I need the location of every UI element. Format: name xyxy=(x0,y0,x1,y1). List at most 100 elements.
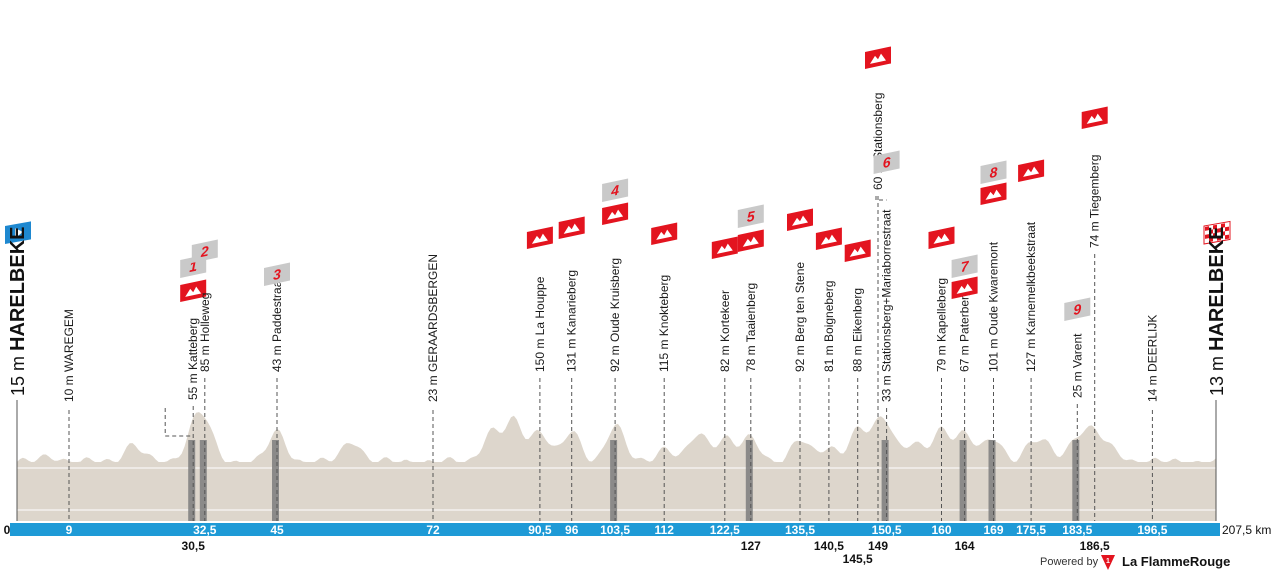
climb-label: 127 m Karnemelkbeekstraat xyxy=(1024,221,1038,372)
climb-label: 92 m Berg ten Stene xyxy=(793,262,807,372)
climb-icon xyxy=(815,227,842,250)
climb-label: 67 m Paterberg xyxy=(958,289,972,372)
km-marker-label: 164 xyxy=(955,539,975,553)
climb-label: 101 m Oude Kwaremont xyxy=(987,241,1001,372)
km-marker-label: 186,5 xyxy=(1080,539,1110,553)
finish-flag-icon xyxy=(1203,220,1231,245)
cobbled-sector-shade xyxy=(881,440,889,521)
cobble-sector-number: 4 xyxy=(610,182,619,200)
km-marker-label: 160 xyxy=(931,523,951,537)
cobble-sector-number: 7 xyxy=(961,257,970,275)
climb-label: 81 m Boigneberg xyxy=(822,281,836,372)
km-marker-label: 149 xyxy=(868,539,888,553)
climb-icon xyxy=(711,236,738,259)
km-marker-label: 135,5 xyxy=(785,523,815,537)
km-marker-label: 127 xyxy=(741,539,761,553)
start-flag-icon xyxy=(5,221,31,244)
climb-icon xyxy=(602,202,629,225)
km-label-start: 0 xyxy=(4,523,11,537)
cobble-sector-badge: 4 xyxy=(602,178,629,202)
cobble-sector-badge: 7 xyxy=(951,254,978,278)
climb-icon xyxy=(558,216,585,239)
km-marker-label: 90,5 xyxy=(528,523,552,537)
climb-icon xyxy=(651,222,678,245)
climb-label: 78 m Taaienberg xyxy=(744,283,758,372)
climb-label: 74 m Tiegemberg xyxy=(1088,155,1102,248)
cobble-sector-badge: 9 xyxy=(1064,297,1091,321)
cobble-sector-badge: 8 xyxy=(980,160,1007,184)
climb-icon xyxy=(844,239,871,262)
climb-icon xyxy=(951,276,978,299)
km-marker-label: 183,5 xyxy=(1062,523,1092,537)
climb-label: 92 m Oude Kruisberg xyxy=(608,258,622,372)
start-label: 15 m HARELBEKE xyxy=(7,227,29,396)
cobble-sector-number: 2 xyxy=(200,243,209,261)
climb-label: 150 m La Houppe xyxy=(533,276,547,372)
climb-label: 43 m Paddestraat xyxy=(270,277,284,372)
cobbled-sector-shade xyxy=(272,440,279,521)
cobble-sector-badge: 6 xyxy=(873,150,900,174)
climb-label: 55 m Katteberg xyxy=(186,318,200,400)
km-marker-label: 9 xyxy=(66,523,73,537)
town-label: 10 m WAREGEM xyxy=(62,309,76,402)
km-marker-label: 112 xyxy=(655,523,675,537)
climb-icon xyxy=(1018,159,1045,182)
finish-label-town: HARELBEKE xyxy=(1206,227,1228,351)
climb-icon xyxy=(737,229,764,252)
climb-label: 88 m Eikenberg xyxy=(851,288,865,372)
brand-name: La FlammeRouge xyxy=(1122,554,1231,569)
start-label-town: HARELBEKE xyxy=(7,227,29,351)
town-label: 14 m DEERLIJK xyxy=(1145,315,1159,402)
km-marker-label: 122,5 xyxy=(710,523,740,537)
climb-label: 33 m Stationsberg+Mariaborrestraat xyxy=(880,209,894,402)
cobbled-sector-shade xyxy=(199,440,207,521)
brand-footer: Powered by 1 La FlammeRouge xyxy=(1040,550,1280,576)
climb-icon xyxy=(180,279,207,302)
cobble-sector-badge: 3 xyxy=(264,262,290,286)
cobble-sector-badge: 2 xyxy=(191,239,218,263)
cobble-sector-badge: 5 xyxy=(737,204,764,228)
km-marker-label: 103,5 xyxy=(600,523,630,537)
town-label: 23 m GERAARDSBERGEN xyxy=(426,254,440,402)
km-marker-label: 45 xyxy=(270,523,284,537)
cobbled-sector-shade xyxy=(745,440,753,521)
cobble-sector-number: 8 xyxy=(990,164,998,182)
km-marker-label: 169 xyxy=(983,523,1003,537)
climb-label: 82 m Kortekeer xyxy=(718,290,732,372)
climb-label: 25 m Varent xyxy=(1070,333,1084,398)
climb-label: 60 m Stationsberg xyxy=(871,93,885,190)
cobbled-sector-shade xyxy=(1072,440,1080,521)
climb-icon xyxy=(1081,106,1108,129)
climb-label: 85 m Holleweg xyxy=(198,293,212,372)
leader-line xyxy=(164,408,194,437)
climb-label: 79 m Kapelleberg xyxy=(935,278,949,372)
cobbled-sector-shade xyxy=(988,440,996,521)
cobbled-sector-shade xyxy=(610,440,618,521)
powered-by-label: Powered by xyxy=(1040,556,1099,568)
km-marker-label: 30,5 xyxy=(182,539,206,553)
svg-text:1: 1 xyxy=(1106,558,1110,565)
climb-label: 131 m Kanarieberg xyxy=(565,270,579,372)
km-marker-label: 96 xyxy=(565,523,579,537)
km-marker-label: 196,5 xyxy=(1137,523,1167,537)
climb-label: 115 m Knokteberg xyxy=(657,275,671,372)
climb-icon xyxy=(865,46,891,69)
km-marker-label: 150,5 xyxy=(872,523,902,537)
km-marker-label: 72 xyxy=(426,523,440,537)
cobble-sector-number: 3 xyxy=(273,266,281,284)
leader-line xyxy=(875,196,887,201)
km-marker-label: 140,5 xyxy=(814,539,844,553)
climb-icon xyxy=(928,226,955,249)
cobble-sector-number: 1 xyxy=(189,258,197,276)
start-label-altitude: 15 m xyxy=(8,351,28,396)
cobble-sector-number: 6 xyxy=(883,154,891,172)
finish-label-altitude: 13 m xyxy=(1207,351,1227,396)
climb-icon xyxy=(787,208,813,231)
cobble-sector-number: 9 xyxy=(1073,301,1081,319)
flame-logo-icon: 1 xyxy=(1101,555,1115,570)
finish-label: 13 m HARELBEKE xyxy=(1206,227,1228,396)
km-label-total: 207,5 km xyxy=(1222,523,1271,537)
cobbled-sector-shade xyxy=(188,440,196,521)
climb-icon xyxy=(526,226,553,249)
